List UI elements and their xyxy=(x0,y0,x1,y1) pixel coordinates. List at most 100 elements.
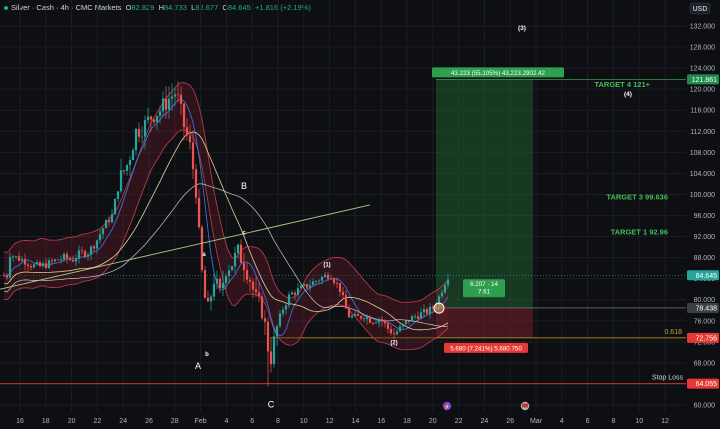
wave-label-C: C xyxy=(268,400,275,410)
wave-label-a: a xyxy=(202,252,206,258)
candle-body xyxy=(191,142,195,170)
candle-body xyxy=(41,263,45,267)
price-badge-bg xyxy=(687,332,719,343)
fib-label: 0.618 xyxy=(664,329,682,336)
candle-body xyxy=(203,270,207,298)
candle-body xyxy=(53,259,57,262)
candle-body xyxy=(428,306,432,314)
x-tick-label: 10 xyxy=(300,418,308,425)
candle-body xyxy=(260,296,264,319)
wave-label-4: (4) xyxy=(624,91,632,98)
candle-body xyxy=(410,316,414,322)
low-value: 82.677 xyxy=(195,3,219,12)
x-tick-label: 4 xyxy=(224,418,228,425)
stop-label: 5.680 (7.241%) 5,680.750 xyxy=(450,345,522,352)
y-tick-label: 76.000 xyxy=(694,318,716,325)
trend-line xyxy=(0,204,371,290)
candle-body xyxy=(401,323,405,327)
candle-body xyxy=(419,312,423,319)
x-tick-label: 20 xyxy=(68,418,76,425)
candle-body xyxy=(311,281,315,286)
price-badge: 84.645 xyxy=(696,273,718,280)
candle-body xyxy=(380,319,384,322)
close-value: 84.645 xyxy=(227,3,251,12)
candle-body xyxy=(299,285,303,289)
candle-body xyxy=(350,315,354,318)
band-lower xyxy=(3,129,449,351)
symbol-label: Silver · Cash · 4h · CMC Markets xyxy=(11,3,122,12)
candle-body xyxy=(89,246,93,255)
y-tick-label: 96.000 xyxy=(694,213,716,220)
stop-zone xyxy=(436,307,533,338)
candle-body xyxy=(143,120,147,137)
candle-body xyxy=(185,127,189,136)
candle-body xyxy=(254,289,258,293)
x-tick-label: 16 xyxy=(16,418,24,425)
candle-body xyxy=(404,320,408,324)
y-axis[interactable]: USD 132.000 128.000 124.000 120.000 116.000 11… xyxy=(686,0,720,429)
candle-body xyxy=(437,296,441,306)
x-tick-label: 10 xyxy=(635,418,643,425)
candle-body xyxy=(71,259,75,262)
candle-body xyxy=(206,297,210,302)
candle-body xyxy=(155,115,159,123)
open-label: O xyxy=(125,3,132,12)
x-axis[interactable]: 16 18 20 22 24 26 28 Feb 4 6 8 10 12 14 16 18 20 22 24 26 Ma… xyxy=(0,401,720,429)
candle-body xyxy=(164,98,168,110)
candle-body xyxy=(215,278,219,284)
candle-body xyxy=(14,256,18,258)
ma-mid xyxy=(3,131,449,331)
candle-body xyxy=(344,295,348,309)
candle-body xyxy=(230,266,234,271)
price-badge: 78.438 xyxy=(696,305,718,312)
y-tick-label: 80.000 xyxy=(694,297,716,304)
candle-body xyxy=(320,277,324,281)
wave-label-b: b xyxy=(205,352,209,358)
candle-body xyxy=(80,250,84,252)
candle-body xyxy=(281,309,285,314)
candle-body xyxy=(284,305,288,310)
low-label: L xyxy=(191,3,196,12)
x-tick-label: 28 xyxy=(171,418,179,425)
wave-label-2: (2) xyxy=(390,340,397,346)
candle-body xyxy=(317,280,321,282)
ma-slow xyxy=(3,183,449,328)
candle-body xyxy=(23,259,27,265)
candle-body xyxy=(302,283,306,286)
candle-body xyxy=(56,259,60,261)
wave-label-B: B xyxy=(241,181,247,191)
candle-body xyxy=(107,220,111,223)
candle-body xyxy=(158,111,162,116)
candle-body xyxy=(212,283,216,297)
candle-body xyxy=(35,262,39,265)
candle-body xyxy=(332,279,336,284)
candle-body xyxy=(62,253,66,260)
candle-body xyxy=(296,288,300,295)
y-tick-label: 92.000 xyxy=(694,234,716,241)
candle-body xyxy=(347,308,351,318)
candle-body xyxy=(305,283,309,288)
current-label-bg xyxy=(463,279,505,298)
entry-marker xyxy=(433,302,445,314)
candle-body xyxy=(239,244,243,263)
x-tick-label: 26 xyxy=(145,418,153,425)
flag-icon-inner xyxy=(522,403,528,408)
candle-body xyxy=(17,256,21,261)
target-level-label: TARGET 3 99.636 xyxy=(606,192,668,201)
x-tick-label: 6 xyxy=(586,418,590,425)
candle-body xyxy=(188,135,192,143)
candle-body xyxy=(275,326,279,337)
y-tick-label: 124.000 xyxy=(690,66,715,73)
candle-body xyxy=(341,291,345,296)
candle-body xyxy=(323,274,327,278)
y-tick-label: 60.000 xyxy=(694,403,716,410)
x-tick-label: Mar xyxy=(530,418,543,425)
annotations: (3) (4) (1) (2) A B Ca b c xyxy=(195,25,632,410)
candle-body xyxy=(224,276,228,283)
candle-body xyxy=(2,275,6,277)
candle-body xyxy=(242,262,246,271)
candle-body xyxy=(50,260,54,262)
candle-body xyxy=(59,259,63,261)
x-tick-label: 18 xyxy=(403,418,411,425)
